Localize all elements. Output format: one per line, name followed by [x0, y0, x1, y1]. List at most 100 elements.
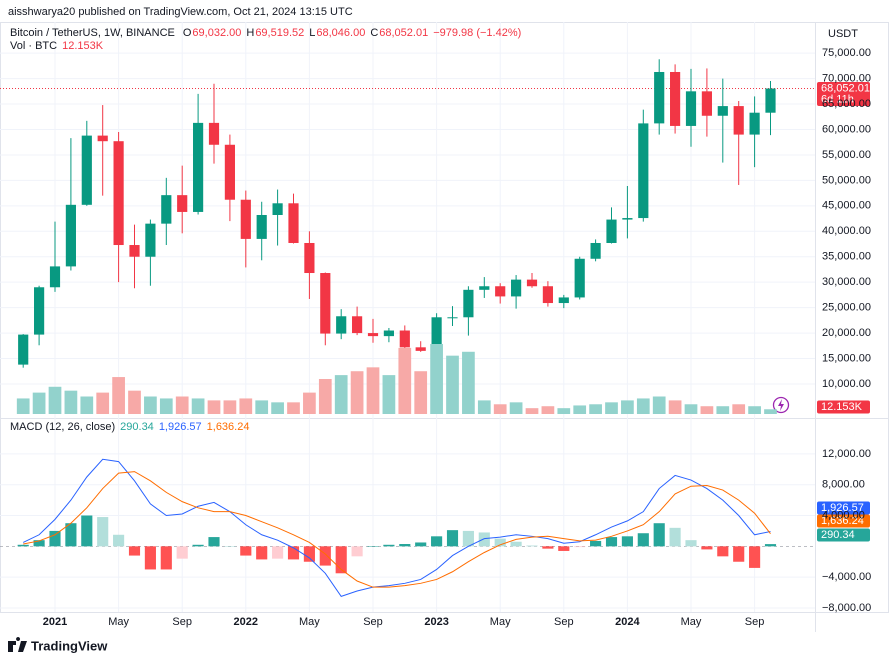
- volume-bar: [191, 398, 205, 414]
- y-tick-label: 40,000.00: [822, 225, 871, 237]
- histogram-bar: [494, 538, 506, 547]
- candle-body: [113, 141, 124, 246]
- histogram-bar: [526, 545, 538, 547]
- volume-bar: [318, 379, 332, 414]
- y-tick-label: 70,000.00: [822, 73, 871, 85]
- macd-last-label: 290.34: [821, 529, 855, 541]
- candle-body: [574, 258, 585, 298]
- histogram-bar: [749, 546, 761, 568]
- candle-body: [161, 195, 172, 224]
- volume-bar: [96, 392, 110, 414]
- price-change: −979.98 (−1.42%): [433, 27, 522, 39]
- candle-body: [654, 71, 665, 124]
- x-tick-label: May: [681, 616, 702, 628]
- candle-body: [717, 106, 728, 116]
- histogram-bar: [558, 546, 570, 551]
- histogram-bar: [65, 523, 77, 547]
- macd-line: [23, 471, 771, 588]
- volume-bar: [350, 371, 364, 414]
- candle-body: [145, 223, 156, 257]
- y-tick-label: 55,000.00: [822, 149, 871, 161]
- price-legend: Bitcoin / TetherUS, 1W, BINANCE O69,032.0…: [10, 27, 526, 39]
- macd-title: MACD (12, 26, close): [10, 421, 116, 433]
- candle-body: [208, 122, 220, 145]
- axis-unit: USDT: [828, 28, 858, 40]
- chart-frame: [0, 22, 889, 613]
- macd-legend: MACD (12, 26, close) 290.34 1,926.57 1,636.…: [10, 421, 254, 433]
- volume-bar: [605, 402, 618, 414]
- volume-bar: [239, 398, 253, 414]
- symbol-title: Bitcoin / TetherUS, 1W, BINANCE: [10, 27, 175, 39]
- candle-body: [367, 333, 379, 337]
- candle-body: [447, 317, 458, 319]
- x-tick-label: May: [299, 616, 320, 628]
- volume-bar: [223, 400, 237, 414]
- volume-bar: [382, 375, 396, 414]
- candle-body: [129, 245, 140, 257]
- volume-bar: [700, 406, 714, 414]
- candle-body: [526, 279, 538, 287]
- candle-body: [272, 203, 283, 215]
- x-tick-label: 2022: [234, 616, 258, 628]
- volume-bar: [732, 404, 746, 414]
- volume-bar: [573, 405, 587, 414]
- volume-bar: [112, 377, 125, 414]
- macd-last-label: 1,926.57: [821, 502, 864, 514]
- macd-last-label: 1,636.24: [821, 515, 864, 527]
- candle-body: [177, 195, 188, 212]
- volume-bar: [477, 400, 491, 414]
- y-tick-label: 8,000.00: [822, 479, 865, 491]
- histogram-bar: [192, 544, 204, 547]
- y-tick-label: 75,000.00: [822, 47, 871, 59]
- histogram-bar: [335, 546, 347, 574]
- histogram-bar: [685, 540, 697, 547]
- histogram-bar: [17, 544, 29, 547]
- volume-bar: [175, 396, 189, 414]
- volume-bar: [271, 402, 284, 414]
- y-tick-label: 45,000.00: [822, 200, 871, 212]
- candle-body: [81, 135, 92, 205]
- histogram-bar: [510, 541, 522, 547]
- volume-bar: [64, 390, 78, 414]
- histogram-bar: [240, 546, 252, 556]
- histogram-bar: [446, 530, 459, 547]
- histogram-bar: [113, 534, 125, 547]
- macd-line: [22, 458, 771, 598]
- volume-legend: Vol · BTC 12.153K: [10, 40, 108, 52]
- histogram-bar: [478, 532, 490, 547]
- volume-bar: [668, 400, 682, 414]
- histogram-bar: [542, 546, 554, 549]
- volume-bar: [716, 406, 730, 414]
- volume-bar: [398, 347, 412, 414]
- histogram-bar: [256, 546, 268, 560]
- histogram-bar: [144, 546, 156, 570]
- x-tick-label: 2023: [424, 616, 448, 628]
- volume-bar: [430, 344, 443, 414]
- volume-bar: [207, 400, 221, 414]
- candle-body: [479, 286, 490, 290]
- volume-bar: [509, 402, 523, 414]
- volume-bar: [80, 396, 94, 414]
- volume-bar: [128, 390, 141, 414]
- histogram-bar: [33, 540, 45, 547]
- candle-body: [34, 287, 45, 335]
- x-tick-label: Sep: [363, 616, 383, 628]
- candle-body: [749, 112, 760, 135]
- y-tick-label: 20,000.00: [822, 327, 871, 339]
- volume-bar: [48, 386, 62, 414]
- y-tick-label: 30,000.00: [822, 276, 871, 288]
- candle-body: [224, 144, 235, 200]
- candle-body: [495, 286, 506, 297]
- candle-body: [415, 347, 426, 351]
- y-tick-label: 4,000.00: [822, 509, 865, 521]
- volume-bar: [159, 398, 173, 414]
- y-tick-label: 12,000.00: [822, 448, 871, 460]
- candle-body: [383, 330, 394, 337]
- volume-bar: [32, 392, 46, 414]
- y-tick-label: 35,000.00: [822, 251, 871, 263]
- volume-bar: [748, 406, 761, 414]
- histogram-bar: [399, 544, 411, 547]
- candle-body: [256, 214, 267, 239]
- candle-body: [542, 286, 553, 304]
